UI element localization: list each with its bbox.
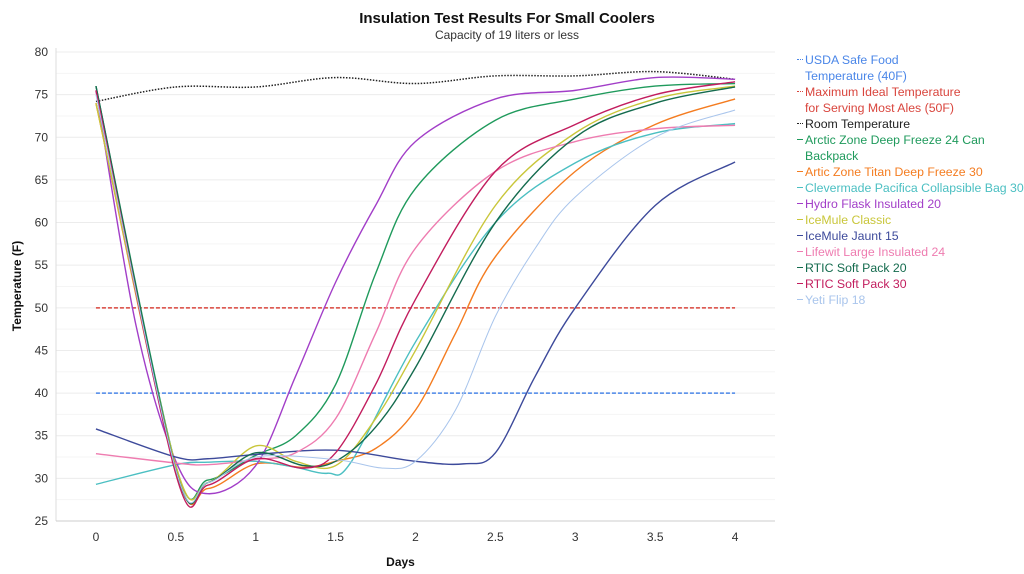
x-tick-label: 1.5: [327, 530, 344, 544]
legend-swatch: [797, 203, 803, 204]
legend-swatch: [797, 235, 803, 236]
legend-label: Clevermade Pacifica Collapsible Bag 30: [805, 181, 1024, 195]
legend-swatch: [797, 139, 803, 140]
legend-swatch: [797, 171, 803, 172]
legend-item-clevermade-pacifica-collapsible-bag-30[interactable]: Clevermade Pacifica Collapsible Bag 30: [797, 180, 1024, 196]
y-tick-label: 50: [35, 301, 49, 315]
x-tick-label: 1: [252, 530, 259, 544]
y-tick-label: 60: [35, 216, 49, 230]
legend-item-rtic-soft-pack-20[interactable]: RTIC Soft Pack 20: [797, 260, 1024, 276]
legend-label: Room Temperature: [805, 117, 911, 131]
legend-item-icemule-jaunt-15[interactable]: IceMule Jaunt 15: [797, 228, 1024, 244]
series-line-arctic-zone-deep-freeze-24-can-backpack: [95, 82, 736, 501]
x-tick-label: 4: [732, 530, 739, 544]
legend-label: RTIC Soft Pack 30: [805, 277, 907, 291]
legend-item-maximum-ideal-temperature-for-serving-most-ales-50f[interactable]: Maximum Ideal Temperature for Serving Mo…: [797, 84, 1024, 116]
x-tick-label: 3: [572, 530, 579, 544]
series-line-yeti-flip-18: [95, 94, 736, 504]
legend-swatch: [797, 283, 803, 284]
y-tick-label: 75: [35, 88, 49, 102]
legend-swatch: [797, 59, 803, 60]
legend-swatch: [797, 267, 803, 268]
y-tick-label: 80: [35, 45, 49, 59]
legend-swatch: [797, 219, 803, 220]
series-line-rtic-soft-pack-30: [95, 81, 736, 508]
y-tick-label: 40: [35, 386, 49, 400]
x-axis-label: Days: [386, 555, 415, 569]
series-line-icemule-jaunt-15: [95, 161, 736, 466]
y-tick-label: 45: [35, 343, 49, 357]
legend-label: Maximum Ideal Temperature for Serving Mo…: [805, 85, 961, 115]
legend-item-arctic-zone-deep-freeze-24-can-backpack[interactable]: Arctic Zone Deep Freeze 24 Can Backpack: [797, 132, 1024, 164]
legend-label: Artic Zone Titan Deep Freeze 30: [805, 165, 983, 179]
legend-label: Hydro Flask Insulated 20: [805, 197, 942, 211]
y-axis-label: Temperature (F): [10, 241, 24, 331]
series-line-lifewit-large-insulated-24: [95, 124, 736, 466]
y-tick-label: 30: [35, 471, 49, 485]
legend-swatch: [797, 187, 803, 188]
y-tick-label: 35: [35, 429, 49, 443]
x-tick-label: 3.5: [647, 530, 664, 544]
legend-label: Arctic Zone Deep Freeze 24 Can Backpack: [805, 133, 985, 163]
legend-label: Yeti Flip 18: [805, 293, 866, 307]
legend-item-artic-zone-titan-deep-freeze-30[interactable]: Artic Zone Titan Deep Freeze 30: [797, 164, 1024, 180]
y-tick-label: 65: [35, 173, 49, 187]
legend-label: RTIC Soft Pack 20: [805, 261, 907, 275]
chart-subtitle: Capacity of 19 liters or less: [434, 28, 580, 42]
x-tick-label: 2: [412, 530, 419, 544]
y-tick-label: 25: [35, 514, 49, 528]
x-tick-label: 0: [93, 530, 100, 544]
legend-item-room-temperature[interactable]: Room Temperature: [797, 116, 1024, 132]
legend-item-rtic-soft-pack-30[interactable]: RTIC Soft Pack 30: [797, 276, 1024, 292]
legend-label: IceMule Classic: [805, 213, 892, 227]
series-line-room-temperature: [95, 70, 736, 103]
legend-item-hydro-flask-insulated-20[interactable]: Hydro Flask Insulated 20: [797, 196, 1024, 212]
legend: USDA Safe Food Temperature (40F) Maximum …: [797, 52, 1024, 308]
legend-swatch: [797, 91, 803, 92]
series-line-clevermade-pacifica-collapsible-bag-30: [95, 122, 736, 486]
legend-label: Lifewit Large Insulated 24: [805, 245, 946, 259]
legend-swatch: [797, 251, 803, 252]
series-line-hydro-flask-insulated-20: [95, 76, 736, 495]
legend-item-yeti-flip-18[interactable]: Yeti Flip 18: [797, 292, 1024, 308]
series-line-rtic-soft-pack-20: [95, 85, 736, 505]
y-tick-label: 70: [35, 130, 49, 144]
legend-label: IceMule Jaunt 15: [805, 229, 899, 243]
x-tick-label: 2.5: [487, 530, 504, 544]
y-tick-label: 55: [35, 258, 49, 272]
series-line-artic-zone-titan-deep-freeze-30: [95, 98, 736, 506]
legend-label: USDA Safe Food Temperature (40F): [805, 53, 907, 83]
x-tick-label: 0.5: [167, 530, 184, 544]
legend-item-lifewit-large-insulated-24[interactable]: Lifewit Large Insulated 24: [797, 244, 1024, 260]
legend-swatch: [797, 123, 803, 124]
chart-title: Insulation Test Results For Small Cooler…: [359, 10, 655, 27]
legend-item-icemule-classic[interactable]: IceMule Classic: [797, 212, 1024, 228]
series-line-icemule-classic: [95, 85, 736, 501]
legend-swatch: [797, 299, 803, 300]
legend-item-usda-safe-food-temperature-40f[interactable]: USDA Safe Food Temperature (40F): [797, 52, 1024, 84]
